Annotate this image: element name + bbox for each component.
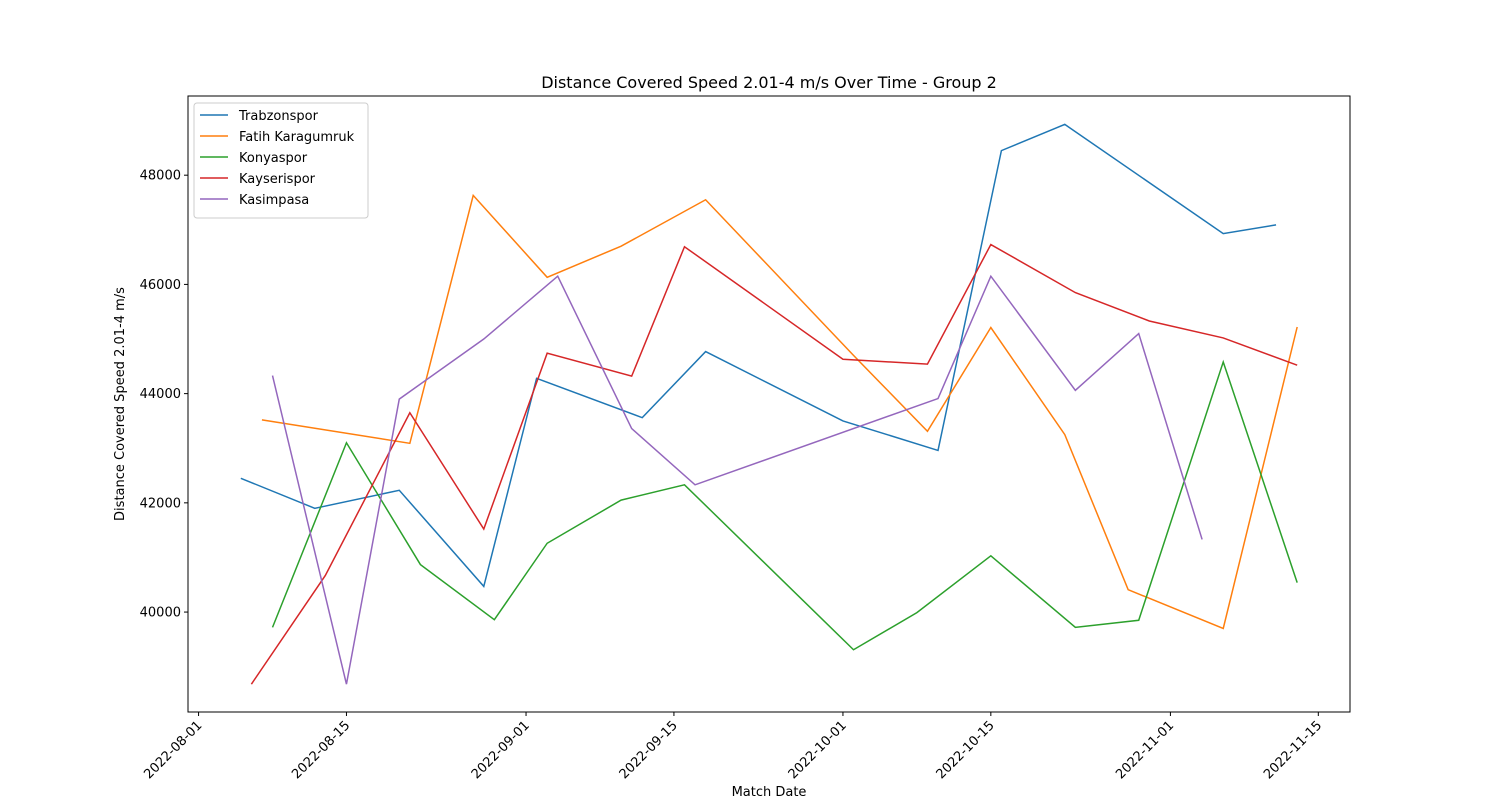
y-tick-label: 40000	[140, 606, 181, 621]
x-tick-label: 2022-08-01	[141, 718, 205, 782]
legend-label: Trabzonspor	[238, 109, 319, 124]
series-line	[250, 243, 1298, 685]
y-tick-label: 42000	[140, 496, 181, 511]
series-line	[271, 274, 1203, 685]
x-axis-label: Match Date	[732, 785, 807, 800]
x-tick-label: 2022-10-15	[934, 718, 998, 782]
legend-label: Kasimpasa	[239, 193, 309, 208]
series-line	[271, 359, 1298, 651]
plot-area	[187, 95, 1351, 713]
y-tick-label: 46000	[140, 278, 181, 293]
legend-label: Konyaspor	[239, 151, 308, 166]
legend: Trabzonspor Fatih Karagumruk Konyaspor Kays…	[193, 102, 369, 219]
chart-title: Distance Covered Speed 2.01-4 m/s Over T…	[541, 73, 997, 92]
x-tick-label: 2022-08-15	[289, 718, 353, 782]
y-tick-label: 48000	[140, 169, 181, 184]
x-tick-label: 2022-09-15	[617, 718, 681, 782]
x-tick-label: 2022-09-01	[469, 718, 533, 782]
legend-label: Fatih Karagumruk	[239, 130, 355, 145]
x-tick-label: 2022-10-01	[786, 718, 850, 782]
y-axis-label: Distance Covered Speed 2.01-4 m/s	[113, 287, 128, 521]
legend-box	[193, 102, 369, 219]
x-tick-label: 2022-11-15	[1261, 718, 1325, 782]
series-line	[261, 193, 1298, 630]
x-tick-label: 2022-11-01	[1113, 718, 1177, 782]
legend-label: Kayserispor	[239, 172, 316, 187]
y-tick-label: 44000	[140, 387, 181, 402]
series-line	[240, 123, 1277, 588]
